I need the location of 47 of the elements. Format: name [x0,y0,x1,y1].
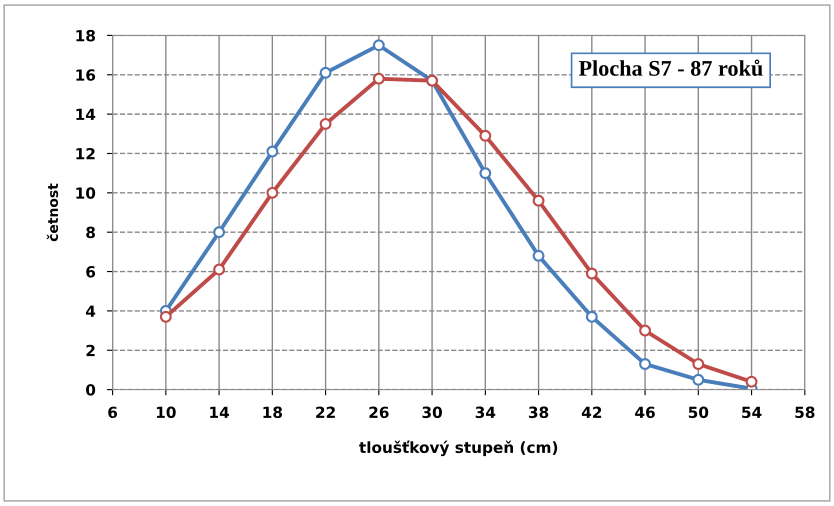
y-tick-label: 2 [86,344,95,356]
point [372,72,385,85]
x-tick-label: 22 [316,406,335,418]
point [213,264,225,276]
y-tick-label: 6 [86,266,96,278]
point [213,226,225,238]
point [266,186,278,199]
y-tick-label: 16 [76,69,96,81]
point [479,167,492,180]
point [586,268,598,280]
point [692,374,704,386]
x-tick-label: 10 [156,406,176,418]
point [639,358,651,370]
point [266,146,278,158]
point [160,310,172,323]
point [746,376,758,388]
point [532,194,544,207]
x-tick-label: 18 [263,406,282,418]
x-tick-label: 34 [476,406,496,418]
point [320,66,332,79]
x-tick-label: 14 [210,406,230,418]
x-tick-label: 50 [688,406,708,418]
y-tick-label: 0 [86,384,96,396]
y-tick-label: 4 [86,306,96,317]
point [372,39,385,52]
point [639,324,651,336]
y-tick-label: 10 [76,187,96,199]
y-tick-label: 18 [76,30,95,42]
y-tick-label: 12 [76,148,95,160]
x-tick-label: 26 [369,406,389,418]
x-tick-label: 58 [795,406,814,418]
point [692,358,704,370]
x-tick-label: 46 [635,406,655,418]
x-tick-label: 38 [528,406,548,418]
y-tick-label: 14 [76,108,96,120]
y-axis-title: četnost [46,184,58,242]
x-tick-label: 30 [422,406,442,418]
x-axis-title: tloušťkový stupeň (cm) [359,440,558,456]
y-tick-label: 8 [86,226,95,238]
text: Plocha S7 - 87 roků [578,60,763,76]
x-tick-label: 6 [108,406,118,418]
x-tick-label: 42 [582,406,602,418]
x-tick-label: 54 [742,406,762,418]
point [479,130,492,142]
point [586,310,598,323]
point [320,118,332,130]
point [532,250,544,262]
